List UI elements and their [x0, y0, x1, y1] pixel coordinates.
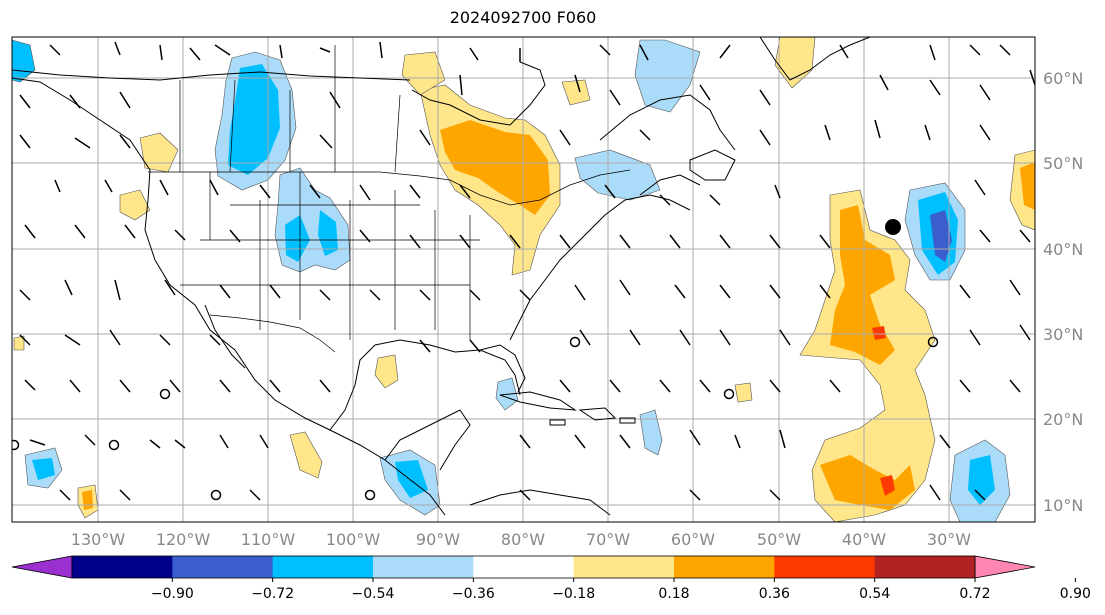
- colorbar-tick-label: 0.36: [759, 586, 790, 602]
- lat-label-30: 30°N: [1043, 325, 1083, 344]
- coast-nova-scotia: [639, 174, 701, 196]
- lat-label-60: 60°N: [1043, 69, 1083, 88]
- coast-hudson-bay: [411, 61, 546, 126]
- border-canada-provinces: [179, 45, 401, 173]
- colorbar-segment: [272, 556, 374, 578]
- colorbar: −0.90 −0.72 −0.54 −0.36 −0.18 0.18 0.36 0.54 0.7…: [11, 555, 1091, 602]
- colorbar-extend-low: [11, 555, 73, 579]
- positive-region-atlantic-south-core: [820, 455, 915, 510]
- anomaly-fields: [12, 37, 1035, 522]
- lat-label-10: 10°N: [1043, 496, 1083, 515]
- colorbar-outline: [71, 555, 976, 579]
- longitude-labels: 130°W 120°W 110°W 100°W 90°W 80°W 70°W 6…: [71, 530, 971, 549]
- positive-region-atlantic-south-dark: [880, 475, 895, 496]
- graticule: [12, 37, 1035, 522]
- negative-region-pacific-sw-core: [32, 458, 55, 480]
- colorbar-segment: [774, 556, 876, 578]
- negative-region-atl-trop: [639, 409, 663, 456]
- coastlines: [12, 37, 871, 516]
- map-border: [11, 36, 1036, 523]
- colorbar-segment: [72, 556, 173, 578]
- coast-labrador: [599, 94, 736, 151]
- islands: [499, 391, 636, 426]
- negative-region-northwest-core: [228, 64, 280, 175]
- colorbar-tick-label: 0.54: [859, 586, 890, 602]
- location-marker: [885, 219, 901, 235]
- lon-label-100w: 100°W: [326, 530, 381, 549]
- island-jamaica: [549, 419, 566, 426]
- negative-region-atlantic-se-core: [968, 455, 995, 505]
- political-borders: [148, 45, 631, 353]
- colorbar-tick-label: 0.90: [1060, 586, 1091, 602]
- colorbar-tick-label: −0.36: [452, 586, 495, 602]
- coast-arctic: [12, 69, 411, 81]
- positive-region-atlantic-band-core: [830, 205, 895, 365]
- colorbar-tick-label: −0.72: [251, 586, 294, 602]
- colorbar-segment: [674, 556, 775, 578]
- colorbar-tick-label: −0.90: [151, 586, 194, 602]
- lon-label-50w: 50°W: [757, 530, 801, 549]
- negative-region-plains-core: [285, 215, 310, 262]
- coast-south-america: [469, 489, 611, 516]
- lat-label-40: 40°N: [1043, 240, 1083, 259]
- colorbar-segment: [573, 556, 675, 578]
- coast-east-us: [509, 194, 691, 341]
- coast-newfoundland: [689, 149, 736, 181]
- coast-gulf-mexico: [329, 339, 521, 431]
- island-hispaniola: [578, 407, 617, 421]
- wind-barbs: [19, 41, 1035, 501]
- coast-yucatan: [384, 409, 471, 471]
- positive-region-atlantic-dark: [872, 326, 886, 340]
- colorbar-segment: [473, 556, 575, 578]
- positive-region-bc-2: [119, 189, 151, 221]
- map-content: [12, 37, 1035, 522]
- colorbar-segment: [874, 556, 976, 578]
- positive-region-hudson: [401, 51, 446, 96]
- calm-circles: [12, 336, 939, 501]
- island-cuba: [499, 391, 577, 411]
- negative-region-plains-core-2: [318, 210, 338, 256]
- lat-label-50: 50°N: [1043, 154, 1083, 173]
- island-puerto-rico: [619, 417, 636, 424]
- coast-greenland: [759, 37, 871, 81]
- colorbar-tick-label: −0.54: [352, 586, 395, 602]
- colorbar-tick-label: −0.18: [552, 586, 595, 602]
- colorbar-tick-label: 0.72: [959, 586, 990, 602]
- coast-florida: [479, 344, 526, 393]
- lon-label-60w: 60°W: [671, 530, 715, 549]
- positive-region-gulf: [374, 354, 399, 389]
- latitude-labels: 60°N 50°N 40°N 30°N 20°N 10°N: [1043, 69, 1083, 515]
- positive-region-mexico-pacific: [289, 431, 323, 479]
- lon-label-110w: 110°W: [241, 530, 296, 549]
- positive-region-far-east-core: [1020, 162, 1035, 210]
- colorbar-tick-label: 0.18: [658, 586, 689, 602]
- negative-region-labrador: [634, 39, 701, 113]
- lat-label-20: 20°N: [1043, 410, 1083, 429]
- colorbar-segment: [373, 556, 474, 578]
- border-us-mexico: [209, 314, 336, 353]
- map-title: 2024092700 F060: [449, 8, 597, 27]
- positive-region-atl-small: [734, 382, 753, 403]
- lon-label-30w: 30°W: [927, 530, 971, 549]
- coast-north-america-west: [12, 77, 446, 516]
- colorbar-extend-high: [974, 555, 1036, 579]
- border-us-states: [180, 172, 480, 340]
- lon-label-120w: 120°W: [156, 530, 211, 549]
- lon-label-80w: 80°W: [501, 530, 545, 549]
- lon-label-130w: 130°W: [71, 530, 126, 549]
- colorbar-segment: [172, 556, 274, 578]
- lon-label-40w: 40°W: [842, 530, 886, 549]
- negative-region-central-america-core: [395, 460, 428, 498]
- lon-label-90w: 90°W: [416, 530, 460, 549]
- border-us-canada: [148, 169, 631, 206]
- lon-label-70w: 70°W: [586, 530, 630, 549]
- coast-baja: [204, 304, 246, 369]
